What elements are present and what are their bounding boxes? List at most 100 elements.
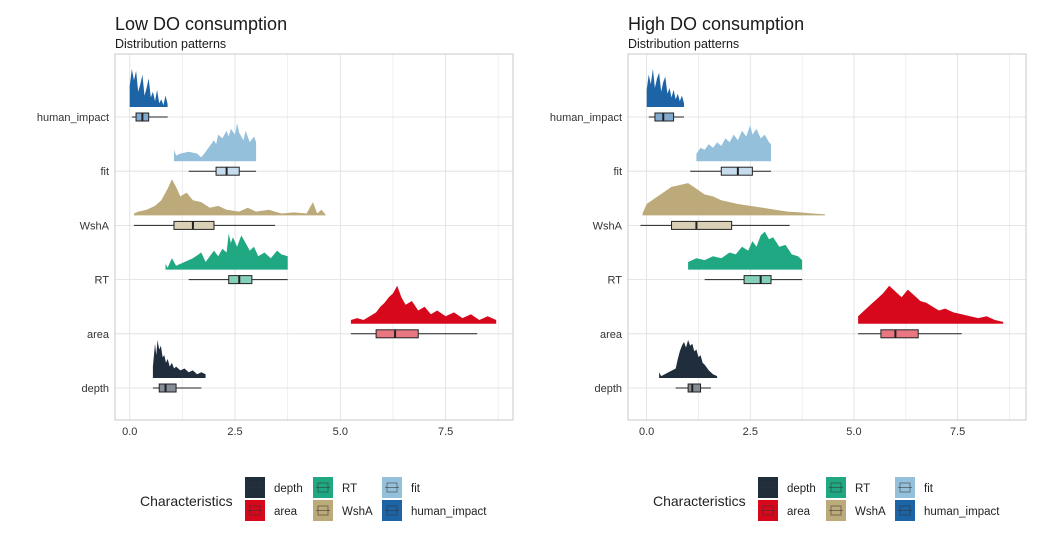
legend-label-fit: fit [411,483,421,495]
y-tick-label: RT [608,275,623,287]
box-human_impact [654,112,675,122]
legend-key-box-human_impact [386,505,398,516]
panel-border [627,53,1027,421]
panel-border [114,53,514,421]
box-fit [215,166,240,176]
y-tick-label: fit [613,166,622,178]
density-cloud-fit [696,125,771,162]
y-tick-label: area [600,329,623,341]
y-tick-label: depth [594,383,622,395]
legend-label-WshA: WshA [855,506,886,518]
legend-label-area: area [274,506,298,518]
density-cloud-RT [165,233,288,270]
chart-subtitle: Distribution patterns [628,37,739,51]
legend-characteristics: Characteristics depth RT fit area WshA human_… [140,477,487,521]
legend-key-box-fit [899,482,911,493]
legend-item-human_impact: human_impact [382,500,487,521]
x-tick-label: 2.5 [227,426,242,438]
x-tick-label: 2.5 [743,426,758,438]
y-tick-label: RT [95,275,110,287]
legend-key-box-human_impact [899,505,911,516]
legend-title: Characteristics [140,493,233,509]
legend-item-area: area [758,500,811,521]
legend-label-fit: fit [924,483,934,495]
legend-item-fit: fit [382,477,421,498]
legend-label-human_impact: human_impact [411,506,487,518]
legend-item-depth: depth [758,477,816,498]
legend-items: depth RT fit area WshA human_impact [245,477,487,521]
chart-panel-low-do: Low DO consumption Distribution patterns… [37,14,514,438]
x-tick-label: 7.5 [950,426,965,438]
box-depth [158,383,177,393]
y-tick-label: human_impact [550,112,622,124]
legend-characteristics: Characteristics depth RT fit area WshA human_… [653,477,1000,521]
legend-key-box-RT [830,482,842,493]
box-fit [720,166,753,176]
legend-item-depth: depth [245,477,303,498]
y-tick-label: human_impact [37,112,109,124]
box-RT [743,275,772,285]
legend-item-WshA: WshA [313,500,373,521]
x-tick-label: 7.5 [438,426,453,438]
legend-key-box-fit [386,482,398,493]
x-tick-label: 5.0 [333,426,348,438]
legend-label-depth: depth [787,483,816,495]
y-tick-label: depth [81,383,109,395]
density-cloud-human_impact [129,69,168,107]
legend-key-box-depth [249,482,261,493]
legend-key-box-WshA [317,505,329,516]
y-tick-label: area [87,329,110,341]
plot-marks [129,69,497,393]
legend-items: depth RT fit area WshA human_impact [758,477,1000,521]
legend-key-box-WshA [830,505,842,516]
legend-item-RT: RT [313,477,357,498]
y-tick-label: WshA [80,220,110,232]
y-tick-label: fit [100,166,109,178]
density-cloud-human_impact [646,69,684,107]
legend-item-fit: fit [895,477,934,498]
legend-item-RT: RT [826,477,870,498]
x-axis-labels: 0.0 2.5 5.0 7.5 [639,426,965,438]
density-cloud-area [350,285,497,324]
chart-panel-high-do: High DO consumption Distribution pattern… [550,14,1027,438]
plot-marks [640,69,1004,393]
legend-item-area: area [245,500,298,521]
box-depth [687,383,702,393]
chart-title: Low DO consumption [115,14,287,34]
box-RT [228,275,253,285]
legend-key-box-RT [317,482,329,493]
x-axis-labels: 0.0 2.5 5.0 7.5 [122,426,453,438]
box-WshA [671,220,733,230]
legend-key-box-area [762,505,774,516]
box-area [880,329,919,339]
legend-item-WshA: WshA [826,500,886,521]
x-tick-label: 5.0 [846,426,861,438]
density-cloud-depth [152,340,206,378]
chart-title: High DO consumption [628,14,804,34]
x-tick-label: 0.0 [122,426,137,438]
box-WshA [173,220,215,230]
legend-key-box-area [249,505,261,516]
legend-title: Characteristics [653,493,746,509]
density-cloud-fit [174,123,257,162]
legend-label-depth: depth [274,483,303,495]
legend-label-WshA: WshA [342,506,373,518]
legend-key-box-depth [762,482,774,493]
box-area [375,329,419,339]
legend-label-RT: RT [342,483,357,495]
x-tick-label: 0.0 [639,426,654,438]
density-cloud-depth [659,340,718,378]
legend-label-area: area [787,506,811,518]
density-cloud-WshA [642,183,825,216]
chart-subtitle: Distribution patterns [115,37,226,51]
legend-item-human_impact: human_impact [895,500,1000,521]
density-cloud-RT [688,231,803,270]
density-cloud-WshA [134,179,326,216]
legend-label-human_impact: human_impact [924,506,1000,518]
density-cloud-area [858,285,1004,324]
y-tick-label: WshA [593,220,623,232]
